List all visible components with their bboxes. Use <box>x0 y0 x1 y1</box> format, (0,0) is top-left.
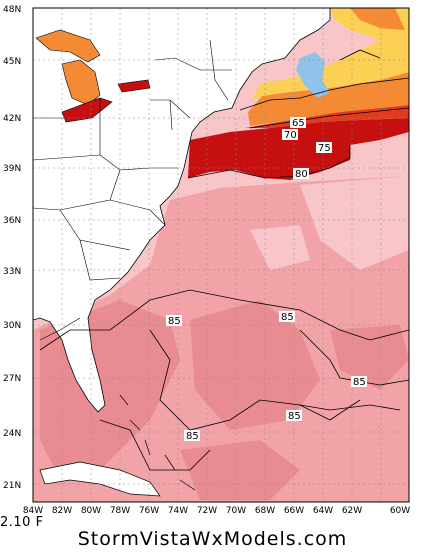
contour-label-85-c: 85 <box>353 377 366 388</box>
sst-dark-red-band <box>188 118 409 180</box>
lake-superior <box>35 29 101 63</box>
contour-label-85-d: 85 <box>288 411 301 422</box>
lat-label: 27N <box>3 374 21 384</box>
sst-orange-north <box>350 8 405 30</box>
ocean-light-patches <box>250 176 409 270</box>
lon-label: 68W <box>255 506 275 516</box>
lon-label: 64W <box>313 506 333 516</box>
lon-label: 66W <box>284 506 304 516</box>
lake-ontario <box>117 79 151 93</box>
lat-label: 42N <box>3 114 21 124</box>
lon-axis-labels: 84W 82W 80W 78W 76W 74W 72W 70W 68W 66W … <box>23 506 410 516</box>
contour-label-85-e: 85 <box>186 431 199 442</box>
brand-watermark: StormVistaWxModels.com <box>77 528 348 550</box>
contour-label-65: 65 <box>292 118 305 129</box>
map-plot-area: 65 70 75 80 85 85 85 85 85 <box>33 8 409 502</box>
sst-orange-band <box>248 72 409 126</box>
lon-label: 80W <box>81 506 101 516</box>
lon-label: 60W <box>390 506 410 516</box>
contour-label-85-b: 85 <box>281 312 294 323</box>
lat-label: 39N <box>3 164 21 174</box>
contour-label-70: 70 <box>284 130 297 141</box>
plot-frame <box>32 7 410 503</box>
lon-label: 82W <box>52 506 72 516</box>
lon-label: 76W <box>139 506 159 516</box>
contour-label-85-a: 85 <box>168 316 181 327</box>
cuba <box>39 461 161 497</box>
contour-label-80: 80 <box>295 169 308 180</box>
lon-label: 84W <box>23 506 43 516</box>
lat-label: 45N <box>3 57 21 67</box>
lon-label: 70W <box>226 506 246 516</box>
lat-label: 36N <box>3 216 21 226</box>
lat-label: 33N <box>3 267 21 277</box>
lat-label: 30N <box>3 321 21 331</box>
sst-yellow-region <box>252 20 409 100</box>
lat-label: 24N <box>3 429 21 439</box>
lon-label: 72W <box>197 506 217 516</box>
lon-label: 62W <box>342 506 362 516</box>
lon-label: 74W <box>168 506 188 516</box>
contour-label-group: 65 70 75 80 85 85 85 85 85 <box>166 117 367 442</box>
lake-erie <box>61 97 113 123</box>
lat-label: 48N <box>3 5 21 15</box>
lat-label: 21N <box>3 481 21 491</box>
ocean-dark-patches <box>40 300 409 500</box>
footer-value: 2.10 F <box>0 515 44 530</box>
lat-axis-labels: 48N 45N 42N 39N 36N 33N 30N 27N 24N 21N <box>3 5 21 491</box>
sst-blue-region <box>296 52 330 98</box>
contour-label-75: 75 <box>318 143 331 154</box>
contour-lines <box>39 49 409 471</box>
lon-label: 78W <box>110 506 130 516</box>
bahamas <box>119 394 196 491</box>
